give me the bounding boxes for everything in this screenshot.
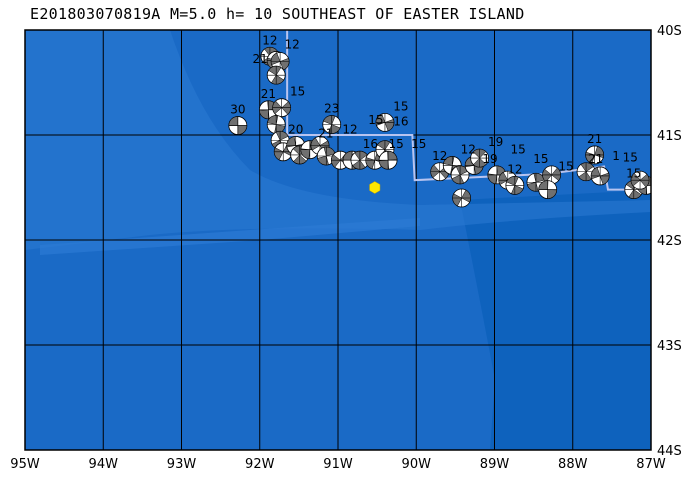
lon-tick-label: 94W <box>89 457 119 472</box>
depth-label: 19 <box>482 152 497 166</box>
depth-label: 15 <box>388 137 403 151</box>
lat-tick-label: 40S <box>657 24 682 39</box>
beachball[interactable] <box>630 170 650 190</box>
depth-label: 15 <box>558 159 573 173</box>
depth-label: 23 <box>324 102 339 116</box>
beachball[interactable] <box>228 116 248 135</box>
beachball[interactable] <box>538 180 558 200</box>
depth-label: 15 <box>533 152 548 166</box>
map-title: E201803070819A M=5.0 h= 10 SOUTHEAST OF … <box>30 5 525 23</box>
lon-tick-label: 92W <box>245 457 275 472</box>
depth-label: 15 <box>290 85 305 99</box>
depth-label: 12 <box>342 123 357 137</box>
depth-label: 1 <box>612 149 620 163</box>
depth-label: 16 <box>363 137 378 151</box>
lon-tick-label: 91W <box>323 457 353 472</box>
lat-tick-label: 44S <box>657 444 682 459</box>
lon-tick-label: 88W <box>558 457 588 472</box>
depth-label: 15 <box>411 137 426 151</box>
depth-label: 21 <box>588 152 603 166</box>
depth-label: 15 <box>511 142 526 156</box>
beachball[interactable] <box>450 165 470 185</box>
map-area <box>25 30 651 450</box>
beachball[interactable] <box>270 130 290 150</box>
beachball[interactable] <box>322 115 342 134</box>
depth-label: 12 <box>262 33 277 47</box>
depth-label: 12 <box>432 149 447 163</box>
depth-label: 21 <box>261 87 276 101</box>
beachball[interactable] <box>375 113 395 132</box>
depth-label: 15 <box>626 167 641 181</box>
depth-label: 21 <box>318 127 333 141</box>
lon-tick-label: 95W <box>10 457 40 472</box>
beachball[interactable] <box>505 175 525 195</box>
axis-labels: 95W 94W 93W 92W 91W 90W 89W 88W 87W 40S 41S 42S 43S 4… <box>10 24 682 472</box>
beachball[interactable] <box>590 166 610 186</box>
lat-tick-label: 43S <box>657 339 682 354</box>
depth-label: 15 <box>368 113 383 127</box>
depth-label: 16 <box>393 115 408 129</box>
depth-label: 15 <box>623 150 638 164</box>
depth-label: 21 <box>587 132 602 146</box>
lon-tick-label: 87W <box>636 457 666 472</box>
deep-ocean-region <box>460 190 651 450</box>
epicenter-marker <box>369 181 381 194</box>
beachball[interactable] <box>378 150 398 170</box>
lon-tick-label: 89W <box>480 457 510 472</box>
lon-tick-label: 90W <box>402 457 432 472</box>
depth-label: 19 <box>488 135 503 149</box>
depth-label: 12 <box>461 142 476 156</box>
fracture-zone-band <box>40 218 420 255</box>
depth-label: 21 <box>253 52 268 66</box>
beachball[interactable] <box>585 145 605 165</box>
lon-tick-label: 93W <box>167 457 197 472</box>
depth-label: 30 <box>230 103 245 117</box>
focal-mechanisms <box>228 46 651 208</box>
lat-tick-label: 41S <box>657 129 682 144</box>
depth-label: 20 <box>288 123 303 137</box>
depth-label: 12 <box>285 37 300 51</box>
beachball[interactable] <box>452 188 472 208</box>
lat-tick-label: 42S <box>657 234 682 249</box>
graticule <box>25 30 651 450</box>
depth-label: 15 <box>393 99 408 113</box>
map-frame <box>24 29 652 451</box>
depth-label: 12 <box>507 162 522 176</box>
plate-boundary <box>286 30 651 191</box>
beachball[interactable] <box>266 65 286 85</box>
beachball[interactable] <box>470 148 490 168</box>
beachball[interactable] <box>272 98 292 118</box>
beachball[interactable] <box>350 150 370 170</box>
beachball[interactable] <box>266 115 286 134</box>
